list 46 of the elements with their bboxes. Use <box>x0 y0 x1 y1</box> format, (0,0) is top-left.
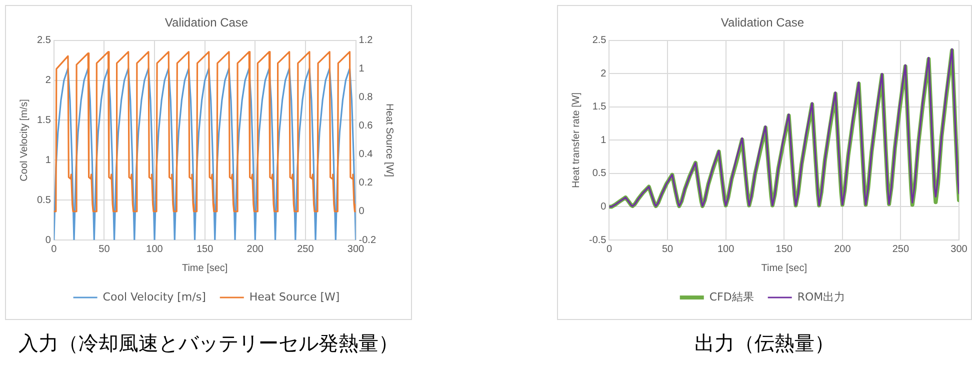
y2-tick-label: 0.2 <box>358 178 374 189</box>
y-tick-label: 2 <box>600 68 607 80</box>
y-tick-label: -0.5 <box>588 234 607 246</box>
legend-label: ROM出力 <box>797 290 846 304</box>
y2-tick-label: 0.6 <box>358 120 374 132</box>
y2-tick-label: 0.8 <box>358 92 374 104</box>
y2-tick-label: 1 <box>358 64 365 75</box>
x-tick-label: 300 <box>347 244 365 255</box>
y-tick-label: 1.5 <box>36 114 52 126</box>
x-tick-label: 100 <box>717 244 735 255</box>
legend-label: Heat Source [W] <box>249 290 340 304</box>
y2-tick-label: 1.2 <box>358 35 374 46</box>
y2-tick-label: 0 <box>358 206 365 218</box>
y-tick-label: 2.5 <box>36 35 52 46</box>
y-tick-label: 2 <box>45 75 52 86</box>
y-tick-label: 1 <box>600 134 607 146</box>
x-tick-label: 150 <box>196 244 214 255</box>
x-tick-label: 100 <box>146 244 164 255</box>
y-tick-label: 0 <box>45 234 52 246</box>
y-tick-label: 1 <box>45 154 52 166</box>
x-tick-label: 250 <box>297 244 314 255</box>
y2-tick-label: -0.2 <box>358 234 376 246</box>
x-tick-label: 300 <box>950 244 968 255</box>
y-tick-label: 0 <box>600 201 607 212</box>
text: 出力（伝熱量） <box>694 330 836 357</box>
x-tick-label: 200 <box>246 244 264 255</box>
x-tick-label: 150 <box>776 244 793 255</box>
y-axis-title: Heat transfer rate [W] <box>570 92 582 188</box>
x-tick-label: 50 <box>98 244 110 255</box>
y-axis-title: Cool Velocity [m/s] <box>18 98 30 182</box>
text: 入力（冷却風速とバッテリーセル発熱量） <box>18 330 400 357</box>
chart-title: Validation Case <box>720 16 804 30</box>
x-tick-label: 200 <box>834 244 852 255</box>
legend-label: Cool Velocity [m/s] <box>102 290 206 304</box>
x-axis-title: Time [sec] <box>182 262 228 274</box>
y2-tick-label: 0.4 <box>358 149 374 160</box>
y-tick-label: 2.5 <box>592 35 607 46</box>
y2-axis-title: Heat Source [W] <box>383 104 394 178</box>
chart-title: Validation Case <box>164 16 248 30</box>
x-tick-label: 250 <box>892 244 910 255</box>
legend-label: CFD結果 <box>709 290 754 304</box>
y-tick-label: 0.5 <box>592 168 607 180</box>
x-axis-title: Time [sec] <box>761 262 808 274</box>
y-tick-label: 0.5 <box>36 194 52 206</box>
y-tick-label: 1.5 <box>592 102 607 113</box>
x-tick-label: 50 <box>662 244 674 255</box>
